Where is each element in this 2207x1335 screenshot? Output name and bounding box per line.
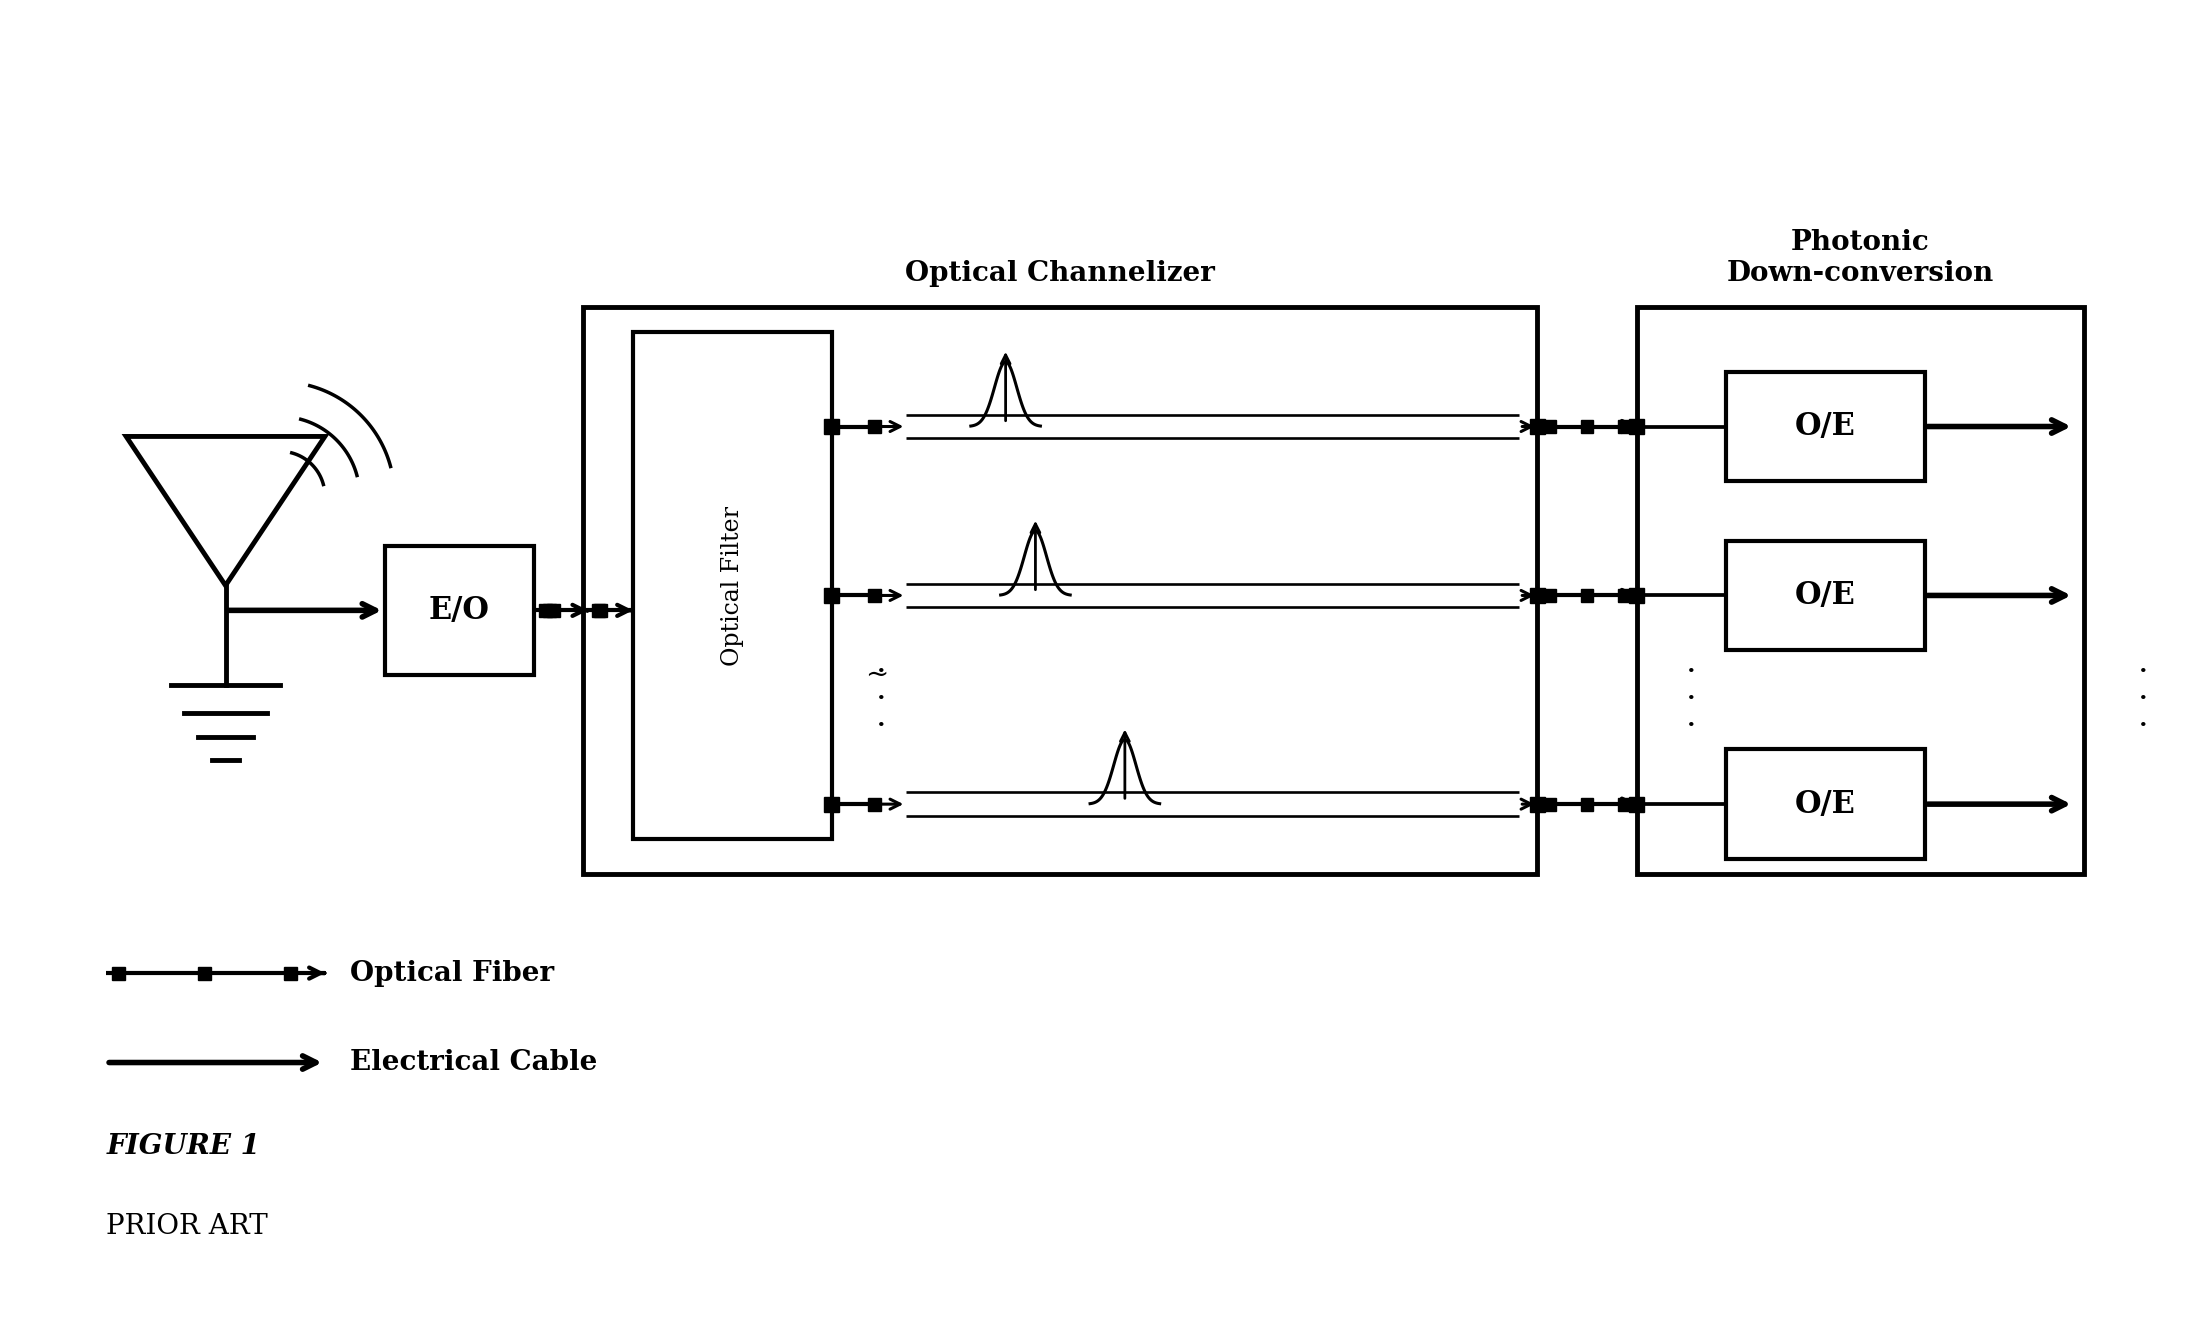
Bar: [823, 587, 839, 603]
Bar: [1543, 421, 1556, 433]
Bar: [823, 419, 839, 434]
Bar: [1529, 797, 1545, 812]
Bar: [113, 967, 124, 980]
Bar: [543, 603, 556, 617]
Bar: [1618, 589, 1631, 602]
Bar: [1580, 589, 1593, 602]
Bar: [591, 603, 605, 617]
Bar: [1629, 797, 1644, 812]
Text: ·
·
·: · · ·: [1686, 657, 1697, 742]
Bar: [1543, 589, 1556, 602]
Text: Electrical Cable: Electrical Cable: [349, 1049, 598, 1076]
Bar: [823, 797, 839, 812]
Bar: [1580, 798, 1593, 810]
Bar: [1629, 587, 1644, 603]
Text: Optical Fiber: Optical Fiber: [349, 960, 554, 987]
Bar: [1618, 421, 1631, 433]
Text: ~: ~: [865, 661, 887, 689]
Bar: [547, 603, 561, 617]
Text: ·
·
·: · · ·: [876, 657, 887, 742]
Bar: [1580, 421, 1593, 433]
Bar: [633, 332, 832, 838]
Bar: [867, 589, 881, 602]
Text: O/E: O/E: [1794, 411, 1856, 442]
Text: Optical Channelizer: Optical Channelizer: [905, 260, 1216, 287]
Bar: [594, 603, 607, 617]
Text: O/E: O/E: [1794, 579, 1856, 611]
Text: PRIOR ART: PRIOR ART: [106, 1214, 267, 1240]
Bar: [1543, 798, 1556, 810]
Bar: [1638, 307, 2083, 873]
Bar: [867, 421, 881, 433]
Bar: [384, 546, 534, 676]
Bar: [1726, 541, 1925, 650]
Bar: [867, 798, 881, 810]
Bar: [285, 967, 296, 980]
Bar: [1618, 798, 1631, 810]
Bar: [1629, 419, 1644, 434]
Text: O/E: O/E: [1794, 789, 1856, 820]
Text: ·
·
·: · · ·: [2139, 657, 2150, 742]
Bar: [539, 603, 552, 617]
Text: E/O: E/O: [428, 595, 490, 626]
Bar: [1529, 587, 1545, 603]
Text: FIGURE 1: FIGURE 1: [106, 1133, 260, 1160]
Text: Optical Filter: Optical Filter: [722, 506, 744, 666]
Bar: [1529, 419, 1545, 434]
Bar: [199, 967, 210, 980]
Bar: [583, 307, 1538, 873]
Text: Photonic
Down-conversion: Photonic Down-conversion: [1726, 230, 1993, 287]
Bar: [1726, 372, 1925, 481]
Bar: [1726, 749, 1925, 858]
